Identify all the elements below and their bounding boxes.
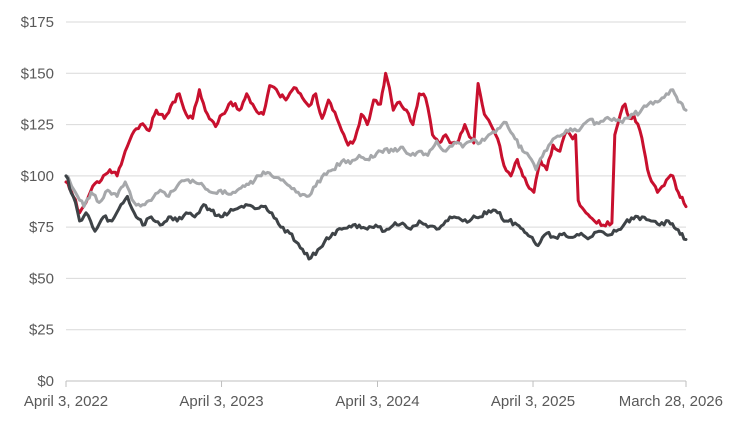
x-tick-label: April 3, 2024 bbox=[335, 393, 419, 410]
y-tick-label: $100 bbox=[21, 168, 54, 185]
x-tick-label: April 3, 2025 bbox=[491, 393, 575, 410]
y-tick-label: $50 bbox=[29, 270, 54, 287]
series-line-2 bbox=[64, 88, 688, 209]
gridlines bbox=[66, 21, 686, 331]
x-axis: April 3, 2022 April 3, 2023 April 3, 2024 A… bbox=[24, 380, 723, 410]
y-tick-label: $125 bbox=[21, 117, 54, 134]
x-tick-label: March 28, 2026 bbox=[619, 393, 723, 410]
y-tick-label: $25 bbox=[29, 322, 54, 339]
y-tick-label: $175 bbox=[21, 14, 54, 31]
y-tick-label: $75 bbox=[29, 219, 54, 236]
x-tick-label: April 3, 2023 bbox=[179, 393, 263, 410]
y-axis: $0 $25 $50 $75 $100 $125 $150 $175 bbox=[21, 14, 54, 390]
series-line-3 bbox=[64, 174, 688, 261]
series-line-1 bbox=[64, 71, 688, 228]
y-tick-label: $150 bbox=[21, 65, 54, 82]
y-tick-label: $0 bbox=[37, 373, 54, 390]
x-tick-label: April 3, 2022 bbox=[24, 393, 108, 410]
series-lines bbox=[64, 71, 688, 261]
